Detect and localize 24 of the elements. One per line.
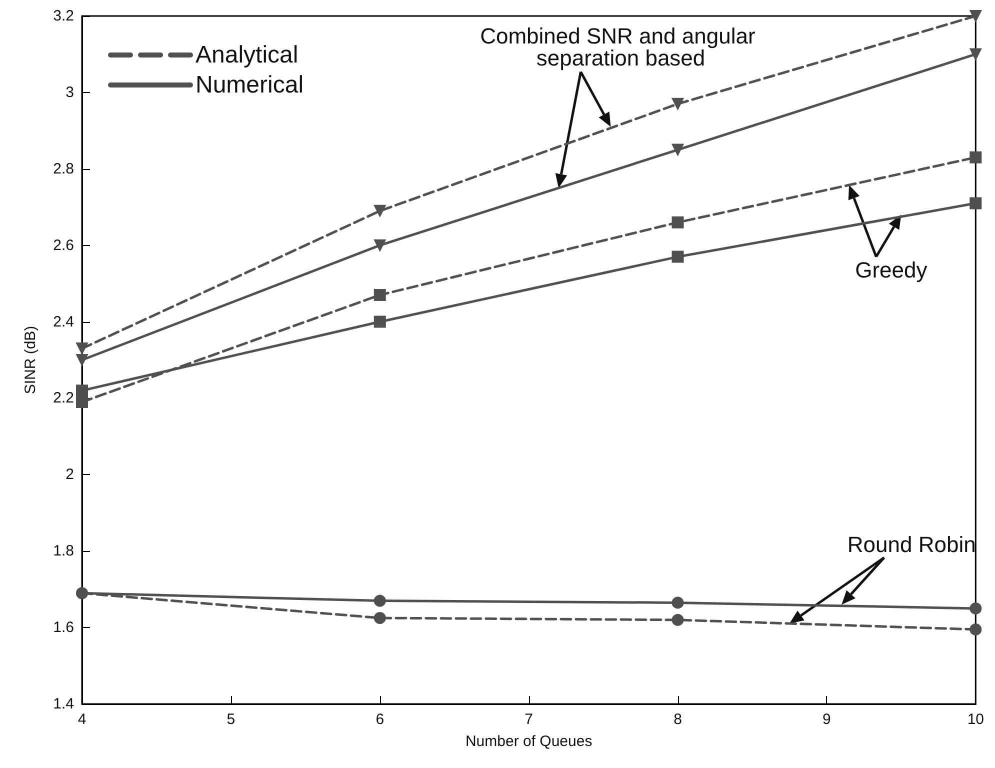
y-tick-label: 1.8 <box>53 542 74 560</box>
y-tick-label: 3 <box>66 84 74 101</box>
y-tick-label: 3.2 <box>53 8 74 24</box>
y-tick-label: 2.6 <box>53 236 74 254</box>
legend-label: Numerical <box>196 72 304 98</box>
legend-label: Analytical <box>196 42 298 68</box>
y-tick-label: 2.4 <box>53 313 74 330</box>
x-tick-label: 6 <box>376 711 384 728</box>
x-tick-label: 10 <box>967 711 984 728</box>
y-tick-label: 2.8 <box>53 160 74 178</box>
y-tick-label: 2.2 <box>53 390 74 407</box>
y-tick-label: 1.4 <box>53 696 74 712</box>
x-tick-label: 7 <box>524 711 533 728</box>
y-tick-label: 2 <box>66 466 74 484</box>
x-tick-label: 9 <box>822 711 831 728</box>
x-tick-label: 4 <box>78 711 86 728</box>
x-tick-label: 8 <box>674 711 682 728</box>
x-axis-title: Number of Queues <box>465 733 592 750</box>
y-axis-title: SINR (dB) <box>22 326 39 394</box>
annotation: Combined SNR and angular separation based <box>480 23 762 70</box>
annotation: Greedy <box>855 257 928 282</box>
annotation: Round Robin <box>847 532 976 558</box>
x-tick-label: 5 <box>226 711 236 728</box>
y-tick-label: 1.6 <box>53 619 74 636</box>
